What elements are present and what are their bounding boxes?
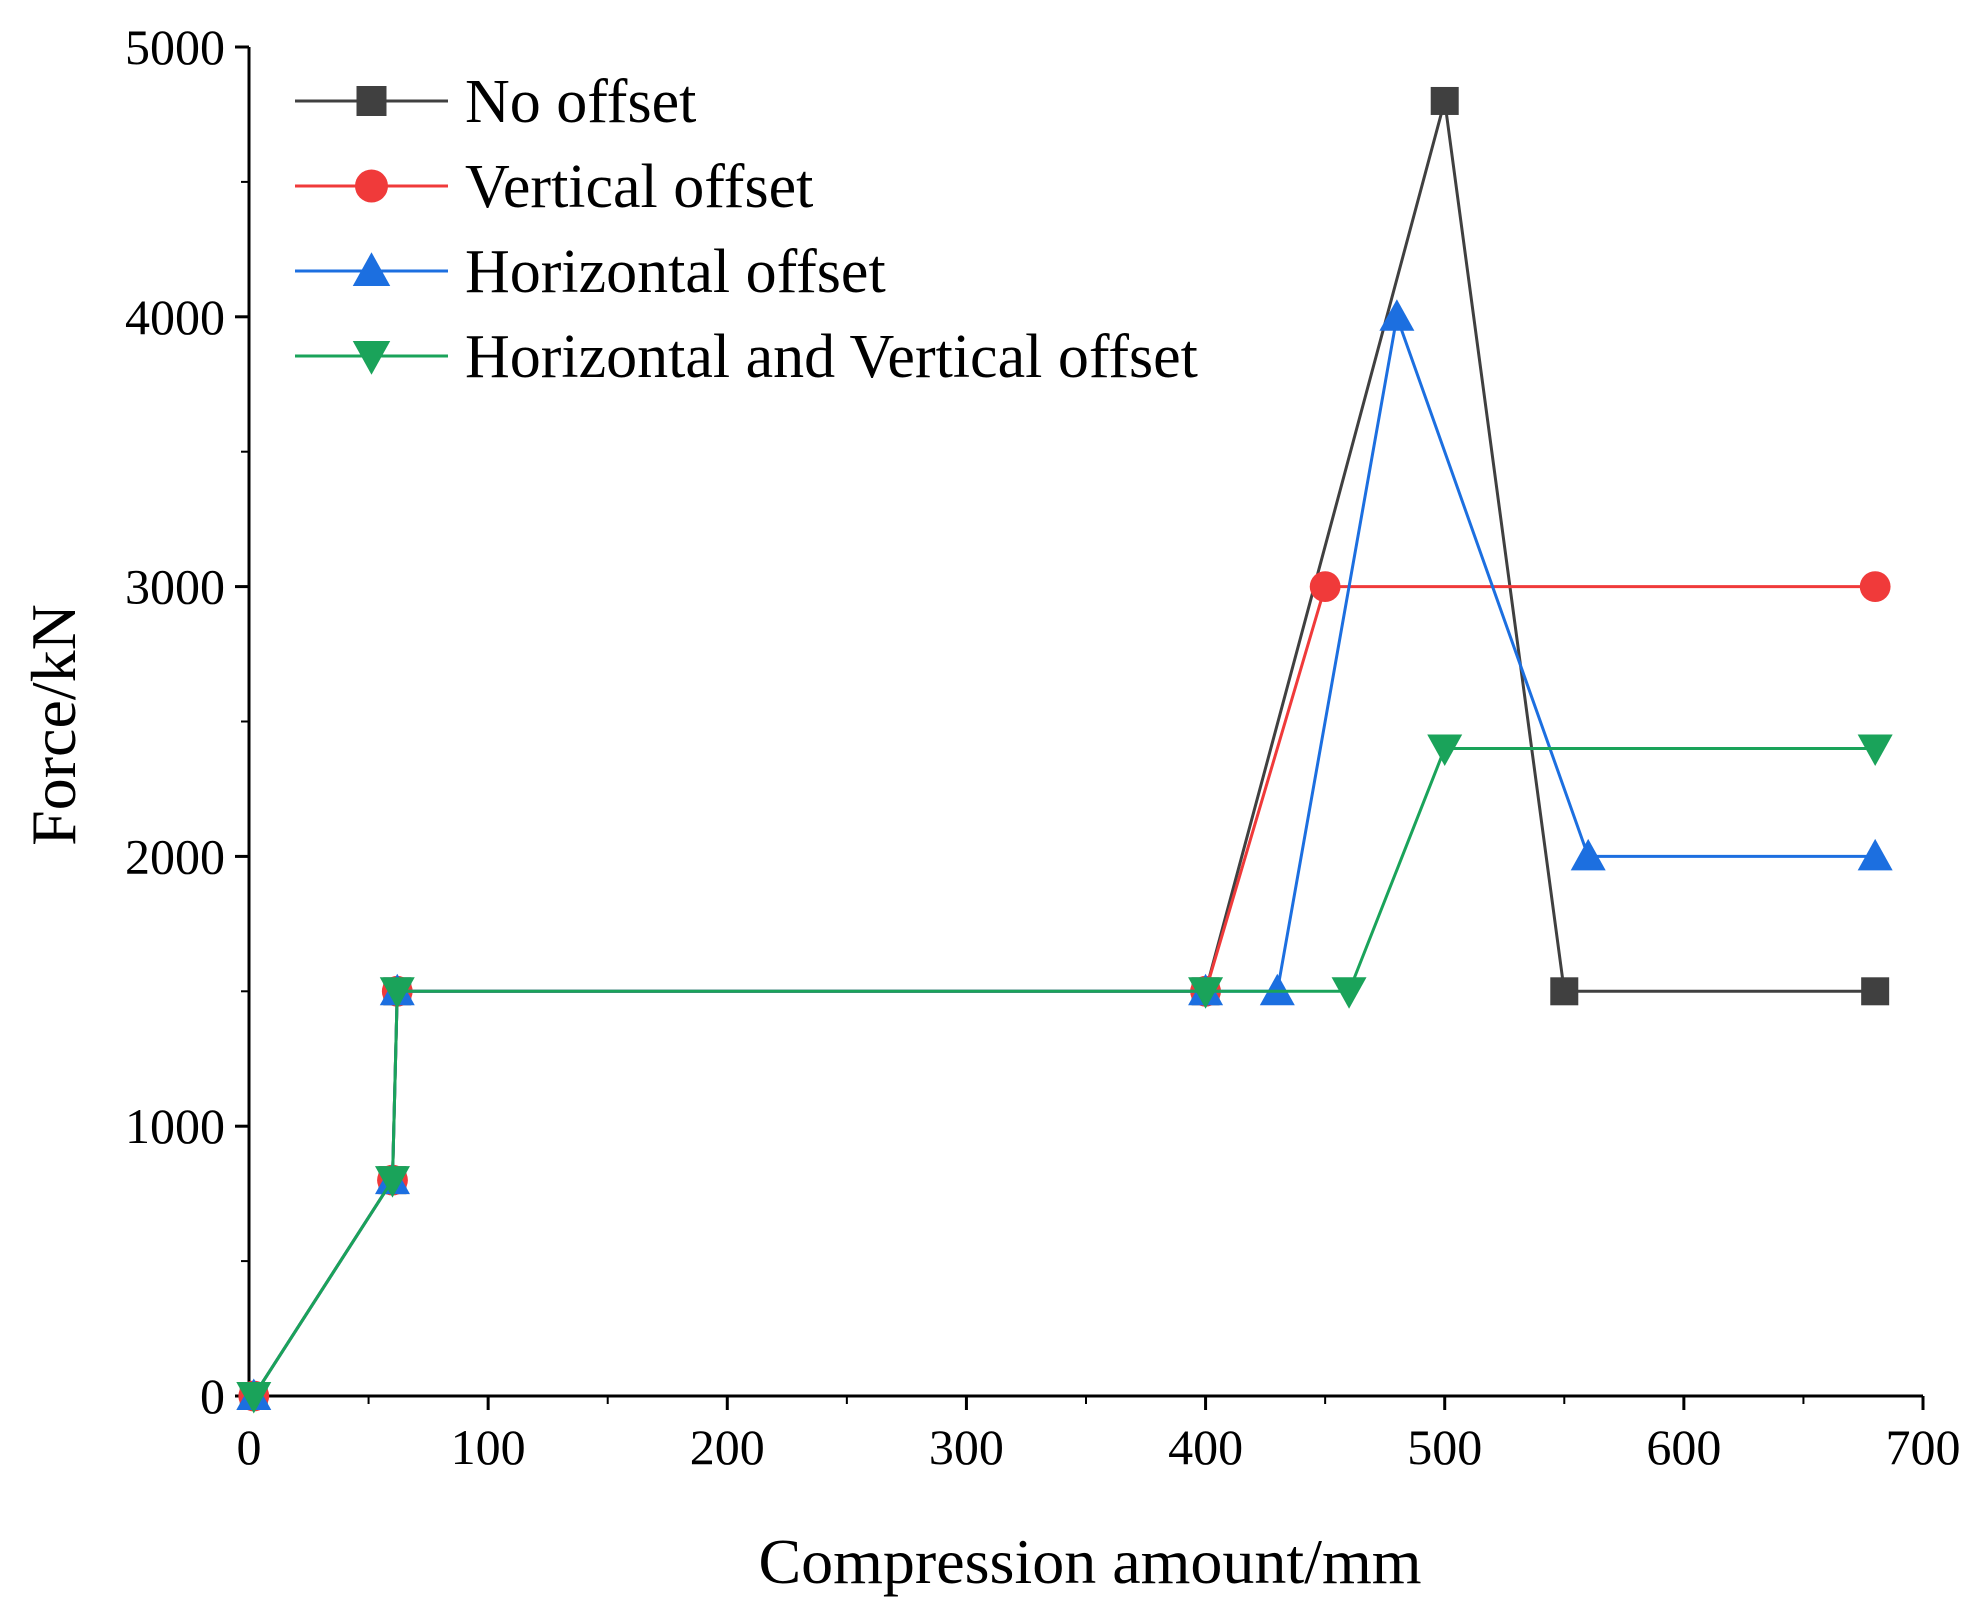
y-axis-title: Force/kN <box>18 604 89 846</box>
series-layer <box>236 86 1893 1414</box>
x-tick-label: 600 <box>1646 1419 1721 1475</box>
y-tick-label: 1000 <box>125 1098 225 1154</box>
data-point <box>1857 734 1893 766</box>
series-line <box>252 310 1876 1397</box>
y-tick-label: 2000 <box>125 828 225 884</box>
y-tick-label: 4000 <box>125 289 225 345</box>
x-tick-label: 0 <box>237 1419 262 1475</box>
legend-marker <box>355 169 388 203</box>
data-point <box>1427 734 1463 766</box>
data-point <box>1430 86 1459 115</box>
legend-label: Vertical offset <box>465 153 813 221</box>
x-axis-title: Compression amount/mm <box>758 1526 1421 1597</box>
legend-item: Horizontal and Vertical offset <box>295 323 1198 391</box>
data-point <box>1309 571 1341 602</box>
legend-marker <box>356 86 387 116</box>
legend-marker <box>352 252 391 286</box>
legend-item: Vertical offset <box>295 153 813 221</box>
legend-item: No offset <box>295 68 696 136</box>
x-tick-label: 100 <box>451 1419 526 1475</box>
y-tick-label: 0 <box>200 1368 225 1424</box>
x-tick-label: 300 <box>929 1419 1004 1475</box>
data-point <box>1570 838 1606 871</box>
legend: No offset Vertical offset Horizontal offse… <box>295 68 1198 391</box>
x-tick-label: 500 <box>1407 1419 1482 1475</box>
y-tick-label: 3000 <box>125 559 225 615</box>
data-point <box>1857 838 1893 871</box>
data-point <box>1550 977 1579 1006</box>
series-line <box>252 746 1876 1397</box>
data-point <box>1188 977 1224 1009</box>
data-point <box>1259 973 1295 1006</box>
legend-item: Horizontal offset <box>295 238 886 306</box>
data-point <box>1379 299 1415 331</box>
x-tick-label: 200 <box>690 1419 765 1475</box>
x-tick-label: 700 <box>1886 1419 1961 1475</box>
legend-label: Horizontal and Vertical offset <box>465 323 1198 391</box>
data-point <box>1861 977 1890 1006</box>
data-point <box>374 1166 410 1198</box>
data-point <box>1859 571 1891 602</box>
series-horizontal-offset <box>236 299 1893 1410</box>
y-tick-label: 5000 <box>125 19 225 75</box>
data-point <box>236 1382 272 1414</box>
axes: 0 100 200 300 400 500 600 700 0 1000 2000 3000 4000 5… <box>125 19 1961 1475</box>
data-point <box>379 977 415 1009</box>
x-tick-label: 400 <box>1168 1419 1243 1475</box>
series-horizontal-and-vertical-offset <box>236 734 1893 1414</box>
data-point <box>1331 977 1367 1009</box>
legend-marker <box>352 341 391 375</box>
legend-label: No offset <box>465 68 696 136</box>
legend-label: Horizontal offset <box>465 238 886 306</box>
